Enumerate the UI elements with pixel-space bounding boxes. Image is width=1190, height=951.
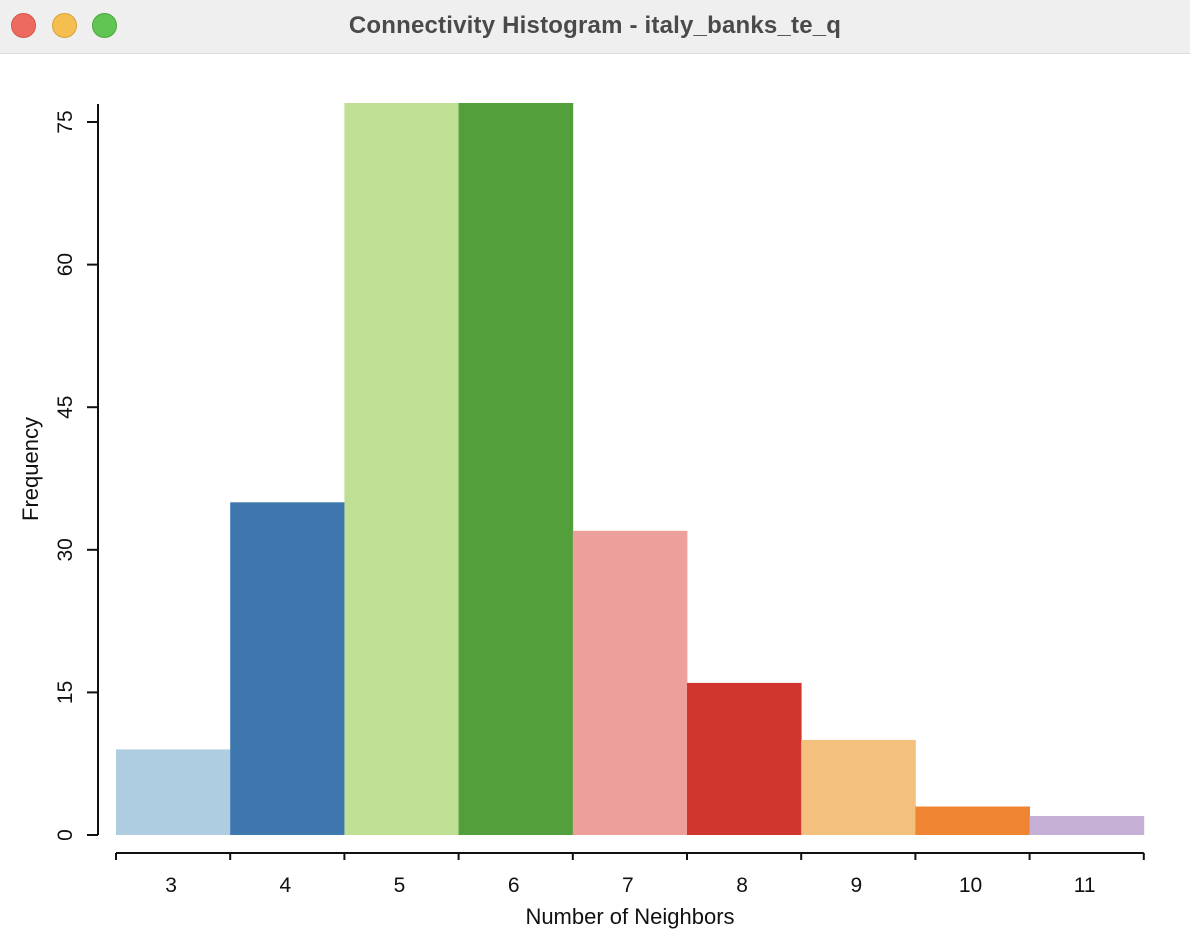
bar-4[interactable] [230,502,345,835]
y-tick-label: 60 [54,253,77,276]
x-tick-label: 5 [394,874,406,897]
bar-9[interactable] [801,739,916,835]
bar-7[interactable] [572,530,688,835]
zoom-window-button[interactable] [92,13,117,38]
bar-6[interactable] [458,103,574,835]
y-tick-label: 15 [54,681,77,704]
bar-8[interactable] [687,682,802,835]
bar-3[interactable] [116,749,231,835]
minimize-window-button[interactable] [52,13,77,38]
window-title: Connectivity Histogram - italy_banks_te_… [348,12,842,39]
bar-11[interactable] [1029,816,1145,835]
x-tick-label: 11 [1074,874,1096,897]
y-tick-label: 0 [54,829,77,841]
x-tick-label: 10 [959,874,982,897]
chart-area: 0 15 30 45 60 75 3 4 5 6 7 8 9 10 11 Number of Neighbo… [0,54,1190,946]
x-tick-label: 3 [165,874,177,897]
y-tick-label: 45 [54,396,77,419]
bar-5[interactable] [344,103,459,835]
bar-10[interactable] [915,806,1030,836]
x-tick-label: 9 [850,874,862,897]
close-window-button[interactable] [11,13,36,38]
x-tick-label: 6 [508,874,520,897]
x-axis-label: Number of Neighbors [525,904,734,929]
y-tick-label: 30 [54,538,77,561]
x-tick-label: 4 [279,874,291,897]
bars-group [116,103,1145,836]
x-tick-label: 7 [622,874,634,897]
title-bar[interactable]: Connectivity Histogram - italy_banks_te_… [0,0,1190,54]
y-axis-label: Frequency [18,417,43,521]
y-tick-label: 75 [54,110,77,133]
x-tick-label: 8 [736,874,748,897]
